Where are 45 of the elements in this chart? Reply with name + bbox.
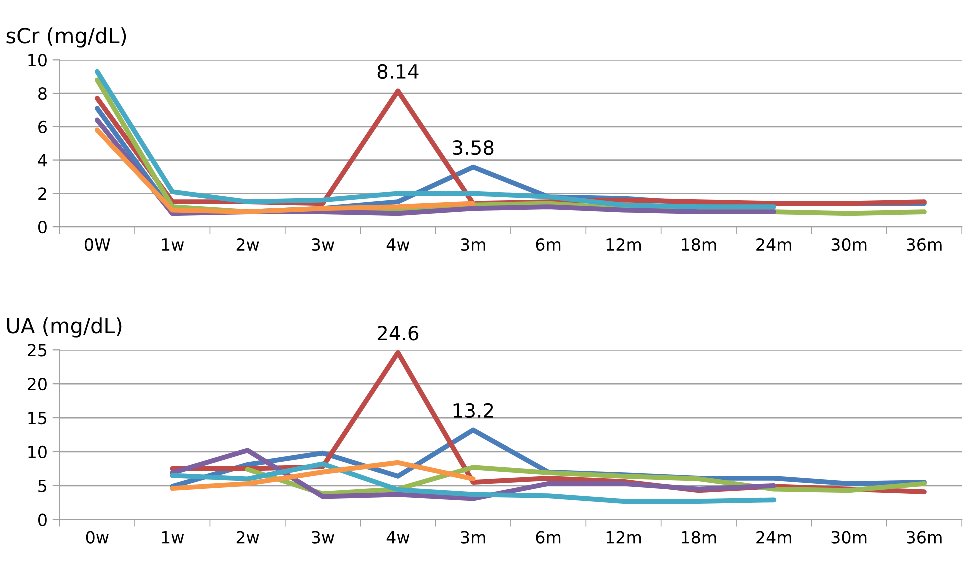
x-tick-label: 12m [606,238,642,251]
y-tick-label: 10 [28,54,47,67]
x-tick-label: 1w [162,238,184,251]
y-tick-label: 8 [38,87,47,100]
x-tick-label: 24m [756,531,792,544]
y-tick-label: 4 [38,154,48,167]
x-tick-label: 24m [756,238,792,251]
x-tick-label: 2w [236,238,260,251]
x-tick-label: 36m [907,238,942,252]
annotation: 24.6 [378,326,419,341]
x-tick-label: 0w [86,531,109,544]
y-tick-label: 20 [28,378,47,391]
line-series [170,448,777,502]
x-tick-label: 18m [682,238,716,252]
x-tick-label: 6m [536,238,561,252]
x-tick-label: 6m [536,531,561,544]
x-tick-label: 1w [162,531,184,544]
x-tick-label: 4w [386,238,410,251]
x-tick-label: 3w [312,238,334,252]
y-tick-label: 2 [38,188,46,200]
annotation: 8.14 [378,64,419,80]
x-tick-label: 3m [461,531,486,544]
y-tick-label: 5 [38,480,47,492]
y-tick-label: 10 [28,446,47,459]
y-tick-label: 25 [28,344,47,357]
y-tick-label: 0 [38,514,47,526]
y-tick-label: 15 [28,412,47,425]
x-tick-label: 4w [386,531,410,544]
x-tick-label: 3w [312,531,334,544]
annotation: 13.2 [454,403,494,418]
x-tick-label: 3m [461,238,486,252]
x-tick-label: 30m [832,531,867,544]
chart-title: UA (mg/dL) [8,318,122,338]
y-tick-label: 6 [38,120,47,134]
x-tick-label: 2w [236,531,260,544]
line-series [170,460,476,492]
x-tick-label: 36m [907,531,942,544]
y-tick-label: 0 [38,221,47,234]
annotation: 3.58 [453,140,494,156]
x-tick-label: 0W [84,238,110,252]
line-series [170,462,777,504]
x-tick-label: 30m [832,238,867,252]
x-tick-label: 12m [606,531,642,544]
chart-title: sCr (mg/dL) [6,28,126,48]
x-tick-label: 18m [682,531,716,544]
